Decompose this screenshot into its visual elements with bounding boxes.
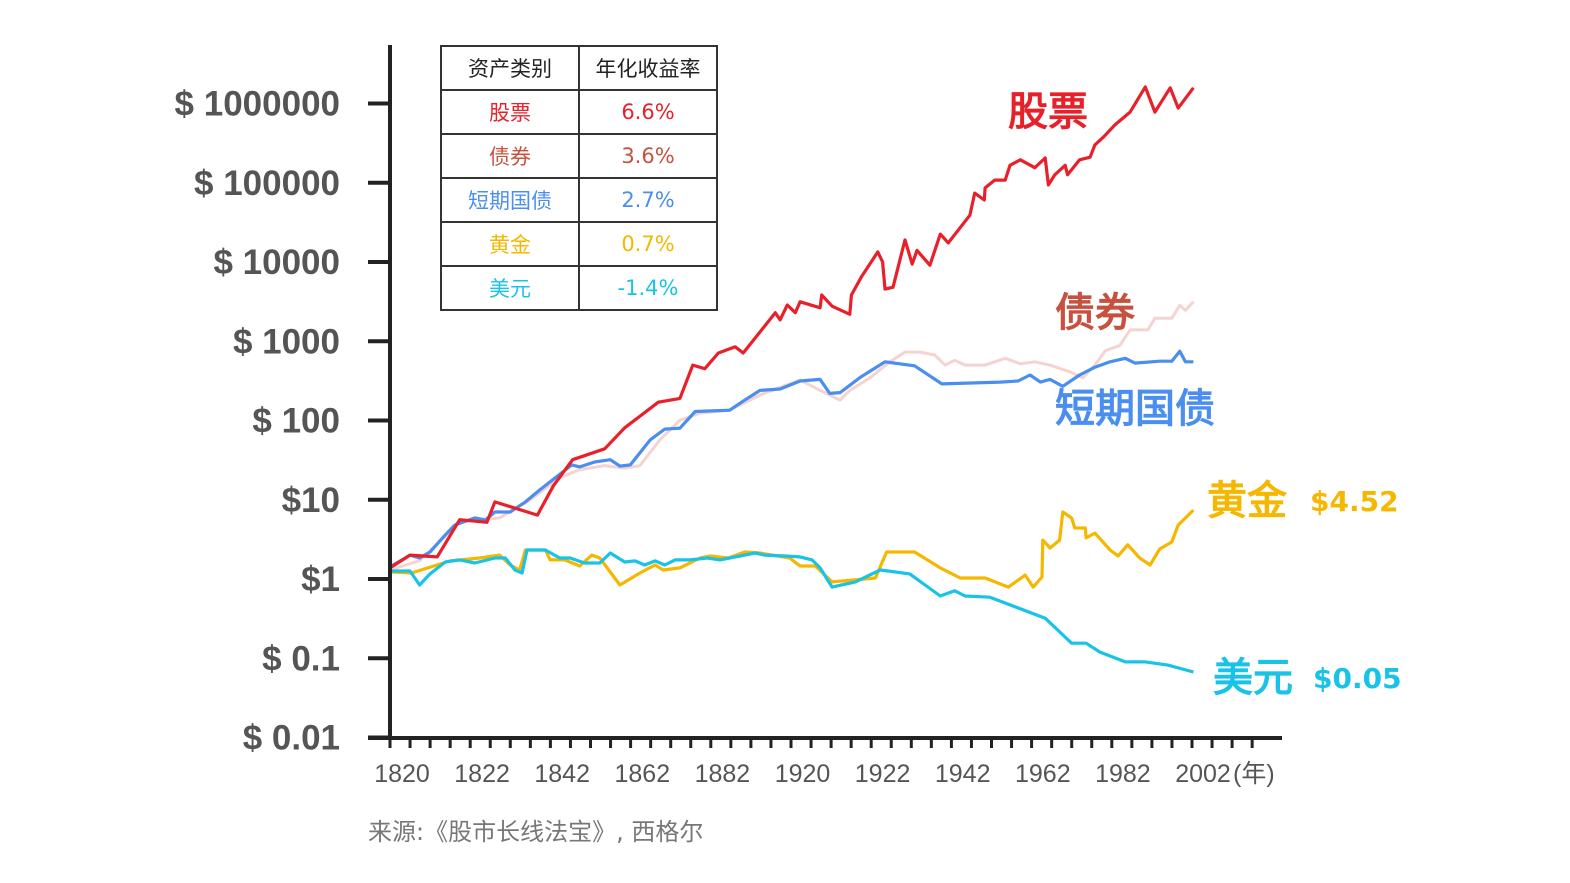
cell-asset: 股票	[440, 89, 580, 135]
x-tick-label: 1962	[1015, 760, 1071, 788]
x-tick-label: 1942	[935, 760, 991, 788]
x-tick-label: 1982	[1095, 760, 1151, 788]
series-line-gold	[389, 508, 1195, 589]
table-row: 黄金 0.7%	[440, 221, 718, 267]
series-label-bonds: 债券	[1055, 290, 1136, 336]
x-tick-label: 1920	[775, 760, 831, 788]
end-value-gold: $4.52	[1310, 485, 1399, 518]
cell-return: 3.6%	[578, 133, 718, 179]
cell-asset: 债券	[440, 133, 580, 179]
table-row: 短期国债 2.7%	[440, 177, 718, 223]
y-tick-label: $ 0.01	[243, 719, 340, 758]
cell-asset: 黄金	[440, 221, 580, 267]
x-tick-label: 1882	[695, 760, 751, 788]
y-tick-label: $ 1000000	[175, 85, 340, 124]
x-tick-label: 2002	[1175, 760, 1231, 788]
series-line-bonds	[389, 300, 1195, 572]
x-tick-label: 1922	[855, 760, 911, 788]
series-label-bills: 短期国债	[1055, 386, 1215, 432]
cell-return: 6.6%	[578, 89, 718, 135]
series-lines	[389, 85, 1195, 674]
returns-table: 资产类别 年化收益率 股票 6.6% 债券 3.6% 短期国债 2.7% 黄金 0.7%…	[440, 45, 718, 311]
cell-return: -1.4%	[578, 265, 718, 311]
y-ticks: $ 1000000 $ 100000 $ 10000 $ 1000 $ 100 $10 $1…	[175, 85, 390, 758]
x-tick-label: 1820	[374, 760, 430, 788]
table-row: 股票 6.6%	[440, 89, 718, 135]
y-tick-label: $10	[282, 481, 340, 520]
table-row: 债券 3.6%	[440, 133, 718, 179]
series-label-stocks: 股票	[1008, 89, 1088, 135]
series-line-dollar	[390, 548, 1194, 674]
y-tick-label: $1	[301, 560, 340, 599]
y-tick-label: $ 0.1	[262, 639, 340, 678]
table-header: 资产类别 年化收益率	[440, 45, 718, 91]
x-tick-label: 1822	[454, 760, 510, 788]
x-ticks: 1820 1822 1842 1862 1882 1920 1922 1942 1962 1982…	[374, 738, 1275, 788]
series-line-stocks	[389, 85, 1195, 570]
series-label-dollar: 美元	[1213, 655, 1293, 701]
end-value-dollar: $0.05	[1313, 662, 1402, 695]
y-tick-label: $ 1000	[233, 322, 340, 361]
cell-return: 0.7%	[578, 221, 718, 267]
y-tick-label: $ 100	[252, 402, 340, 441]
y-tick-label: $ 100000	[194, 164, 340, 203]
x-unit-label: (年)	[1233, 760, 1275, 788]
y-tick-label: $ 10000	[213, 243, 340, 282]
x-tick-label: 1842	[534, 760, 590, 788]
series-label-gold: 黄金	[1207, 478, 1288, 524]
x-tick-label: 1862	[614, 760, 670, 788]
header-return: 年化收益率	[578, 45, 718, 91]
header-asset: 资产类别	[440, 45, 580, 91]
series-line-bills	[389, 349, 1194, 569]
source-note: 来源:《股市长线法宝》, 西格尔	[368, 818, 703, 846]
cell-asset: 短期国债	[440, 177, 580, 223]
cell-return: 2.7%	[578, 177, 718, 223]
table-row: 美元 -1.4%	[440, 265, 718, 311]
cell-asset: 美元	[440, 265, 580, 311]
